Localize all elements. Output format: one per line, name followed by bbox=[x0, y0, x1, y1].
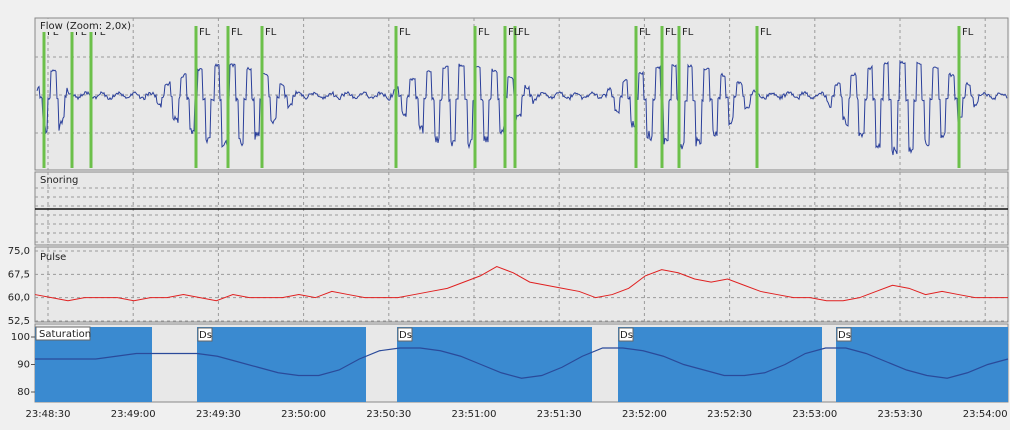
flow-panel bbox=[34, 17, 1009, 171]
saturation-tick-label: 90 bbox=[17, 360, 30, 371]
pulse-tick-label: 60,0 bbox=[8, 293, 30, 304]
flow-title: Flow (Zoom: 2,0x) bbox=[40, 21, 131, 32]
flow-limitation-label: FL bbox=[682, 27, 694, 38]
saturation-tick-label: 100 bbox=[11, 332, 30, 343]
time-tick-label: 23:52:00 bbox=[622, 409, 667, 420]
desaturation-label: Ds bbox=[620, 330, 633, 341]
desaturation-label-box bbox=[836, 327, 852, 342]
flow-limitation-label: FL bbox=[231, 27, 243, 38]
desaturation-label: Ds bbox=[399, 330, 412, 341]
flow-limitation-label: FL bbox=[665, 27, 677, 38]
time-tick-label: 23:52:30 bbox=[707, 409, 752, 420]
pulse-tick-label: 67,5 bbox=[8, 269, 30, 280]
pulse-panel bbox=[34, 246, 1009, 323]
pulse-tick-label: 75,0 bbox=[8, 246, 30, 257]
flow-limitation-label: FL bbox=[199, 27, 211, 38]
flow-limitation-label: FL bbox=[94, 27, 106, 38]
pulse-trace bbox=[34, 266, 1008, 302]
flow-waveform bbox=[36, 59, 1008, 156]
saturation-trace bbox=[35, 347, 1009, 379]
saturation-tick-label: 80 bbox=[17, 387, 30, 398]
saturation-title: Saturation bbox=[39, 329, 91, 340]
time-tick-label: 23:49:30 bbox=[196, 409, 241, 420]
desaturation-label-box bbox=[197, 327, 213, 342]
flow-limitation-label: FL bbox=[962, 27, 974, 38]
time-tick-label: 23:51:30 bbox=[537, 409, 582, 420]
flow-limitation-label: FL bbox=[265, 27, 277, 38]
time-tick-label: 23:51:00 bbox=[452, 409, 497, 420]
flow-limitation-label: FL bbox=[478, 27, 490, 38]
desaturation-event bbox=[397, 327, 592, 402]
desaturation-event bbox=[618, 327, 822, 402]
flow-limitation-label: FL bbox=[75, 27, 87, 38]
desaturation-label-box bbox=[618, 327, 634, 342]
time-tick-label: 23:48:30 bbox=[26, 409, 71, 420]
time-tick-label: 23:49:00 bbox=[111, 409, 156, 420]
desaturation-event bbox=[197, 327, 366, 402]
time-tick-label: 23:50:30 bbox=[366, 409, 411, 420]
flow-limitation-label: FL bbox=[47, 27, 59, 38]
flow-limitation-label: FL bbox=[399, 27, 411, 38]
desaturation-label: Ds bbox=[199, 330, 212, 341]
time-tick-label: 23:53:30 bbox=[878, 409, 923, 420]
flow-limitation-label: FL bbox=[639, 27, 651, 38]
flow-limitation-label: FL bbox=[518, 27, 530, 38]
flow-limitation-label: FL bbox=[760, 27, 772, 38]
desaturation-label-box bbox=[397, 327, 413, 342]
snoring-title: Snoring bbox=[40, 175, 78, 186]
flow-limitation-label: FL bbox=[508, 27, 520, 38]
saturation-label-box bbox=[35, 326, 91, 341]
pulse-title: Pulse bbox=[40, 252, 66, 263]
flow-label-box bbox=[36, 19, 124, 32]
time-tick-label: 23:54:00 bbox=[963, 409, 1008, 420]
time-tick-label: 23:50:00 bbox=[281, 409, 326, 420]
pulse-tick-label: 52,5 bbox=[8, 316, 30, 327]
time-tick-label: 23:53:00 bbox=[792, 409, 837, 420]
desaturation-label: Ds bbox=[838, 330, 851, 341]
desaturation-event bbox=[836, 327, 1008, 402]
